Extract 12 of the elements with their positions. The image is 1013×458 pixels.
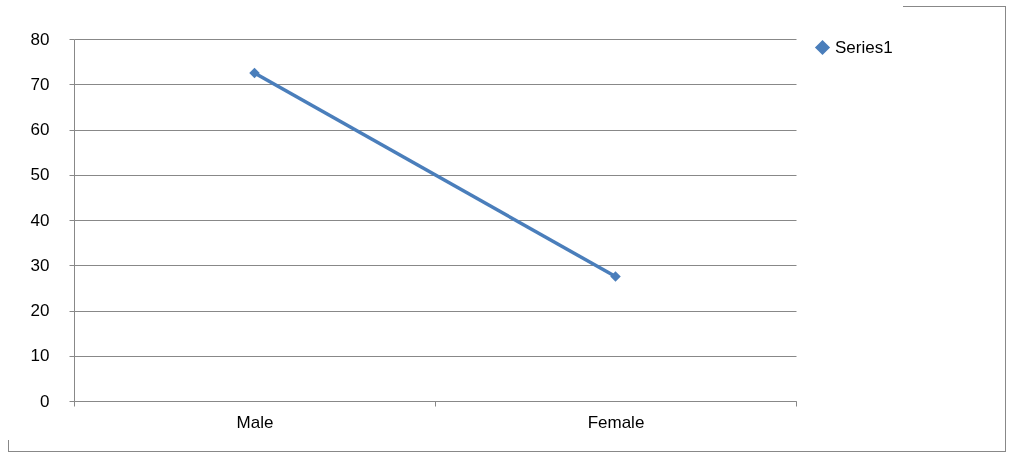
- x-tick-label: Female: [587, 412, 645, 432]
- legend-label: Series1: [835, 37, 893, 57]
- y-tick-label: 40: [30, 210, 50, 230]
- y-tick-label: 70: [30, 74, 50, 94]
- y-tick-label: 60: [30, 120, 50, 139]
- y-tick-label: 80: [30, 29, 50, 49]
- y-tick-label: 50: [30, 165, 50, 185]
- x-tick-label: Male: [236, 412, 274, 432]
- y-tick-label: 30: [30, 255, 50, 275]
- y-tick-label: 0: [40, 391, 50, 411]
- y-tick-label: 20: [30, 301, 50, 320]
- y-tick-label: 10: [30, 346, 50, 366]
